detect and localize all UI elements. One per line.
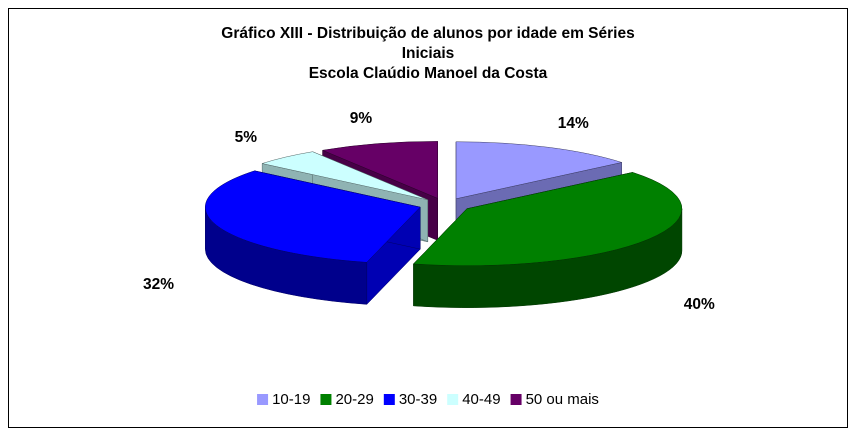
chart-subtitle: Escola Claúdio Manoel da Costa	[308, 65, 548, 82]
slice	[261, 151, 428, 201]
legend-label: 30-39	[399, 391, 437, 408]
data-label: 32%	[143, 276, 174, 293]
chart-frame	[8, 8, 848, 428]
data-label: 9%	[350, 110, 373, 127]
legend-swatch	[320, 394, 332, 405]
slice	[455, 141, 623, 200]
slice	[321, 141, 438, 199]
legend-swatch	[383, 394, 395, 405]
legend-swatch	[447, 394, 459, 405]
data-label: 5%	[235, 129, 258, 146]
data-label: 14%	[558, 115, 589, 132]
chart-title: Gráfico XIII - Distribuição de alunos po…	[221, 25, 635, 62]
legend-swatch	[510, 394, 522, 405]
legend-label: 40-49	[462, 391, 500, 408]
legend-swatch	[257, 394, 269, 405]
legend-label: 20-29	[335, 391, 373, 408]
legend-label: 50 ou mais	[526, 391, 599, 408]
legend-label: 10-19	[272, 391, 310, 408]
slice	[412, 172, 683, 266]
data-label: 40%	[684, 296, 715, 313]
slice	[205, 170, 421, 263]
